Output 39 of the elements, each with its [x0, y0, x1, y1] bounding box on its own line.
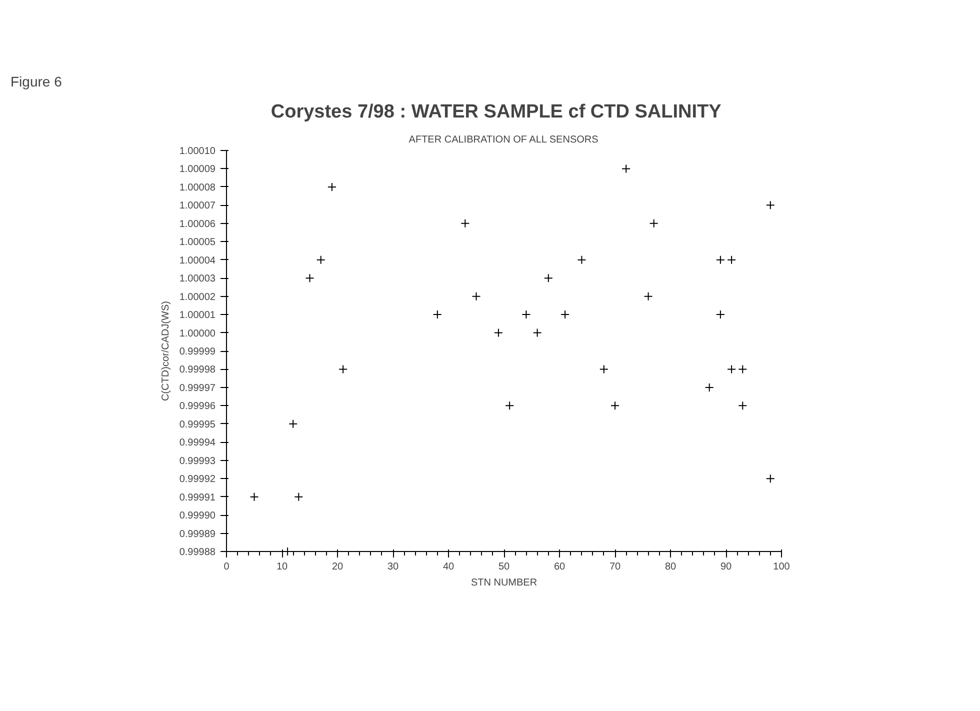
x-tick-label: 70	[609, 562, 621, 572]
y-tick-label: 1.00007	[179, 200, 216, 212]
y-tick-label: 1.00005	[179, 237, 216, 248]
caption: Figure 6	[10, 74, 62, 90]
y-tick-label: 0.99994	[179, 438, 216, 449]
y-tick-label: 1.00002	[179, 292, 216, 303]
y-tick-label: 1.00001	[179, 310, 216, 322]
y-tick-label: 1.00008	[179, 182, 216, 194]
x-tick-label: 30	[387, 562, 399, 572]
y-tick-label: 0.99995	[179, 419, 216, 430]
x-tick-label: 50	[498, 562, 510, 572]
x-tick-label: 0	[224, 562, 230, 572]
y-tick-label: 0.99991	[179, 492, 216, 504]
y-tick-label: 1.00010	[179, 146, 216, 157]
chart-title: Corystes 7/98 : WATER SAMPLE cf CTD SALINITY	[270, 102, 722, 122]
x-tick-label: 40	[442, 562, 454, 572]
y-tick-label: 0.99990	[179, 510, 216, 522]
x-tick-label: 60	[554, 562, 566, 572]
y-tick-label: 0.99993	[179, 456, 216, 467]
y-tick-label: 0.99989	[179, 528, 216, 540]
x-tick-label: 90	[720, 562, 732, 572]
x-tick-label: 80	[664, 562, 676, 572]
y-tick-label: 1.00004	[179, 255, 216, 266]
y-tick-label: 1.00009	[179, 164, 216, 176]
x-tick-label: 100	[773, 562, 790, 572]
y-axis-title: C(CTD)cor/CADJ(WS)	[160, 300, 172, 401]
x-axis-title: STN NUMBER	[470, 578, 538, 588]
y-tick-label: 0.99988	[179, 547, 216, 558]
x-tick-label: 10	[276, 562, 288, 572]
y-tick-label: 1.00000	[179, 328, 216, 340]
y-tick-label: 1.00006	[179, 218, 216, 230]
y-tick-label: 0.99998	[179, 364, 216, 376]
chart-subtitle: AFTER CALIBRATION OF ALL SENSORS	[408, 134, 599, 146]
y-tick-label: 0.99996	[179, 401, 216, 412]
x-tick-label: 20	[332, 562, 344, 572]
y-tick-label: 1.00003	[179, 274, 216, 285]
y-tick-label: 0.99997	[179, 382, 216, 394]
y-tick-label: 0.99992	[179, 474, 216, 486]
y-tick-label: 0.99999	[179, 346, 216, 358]
